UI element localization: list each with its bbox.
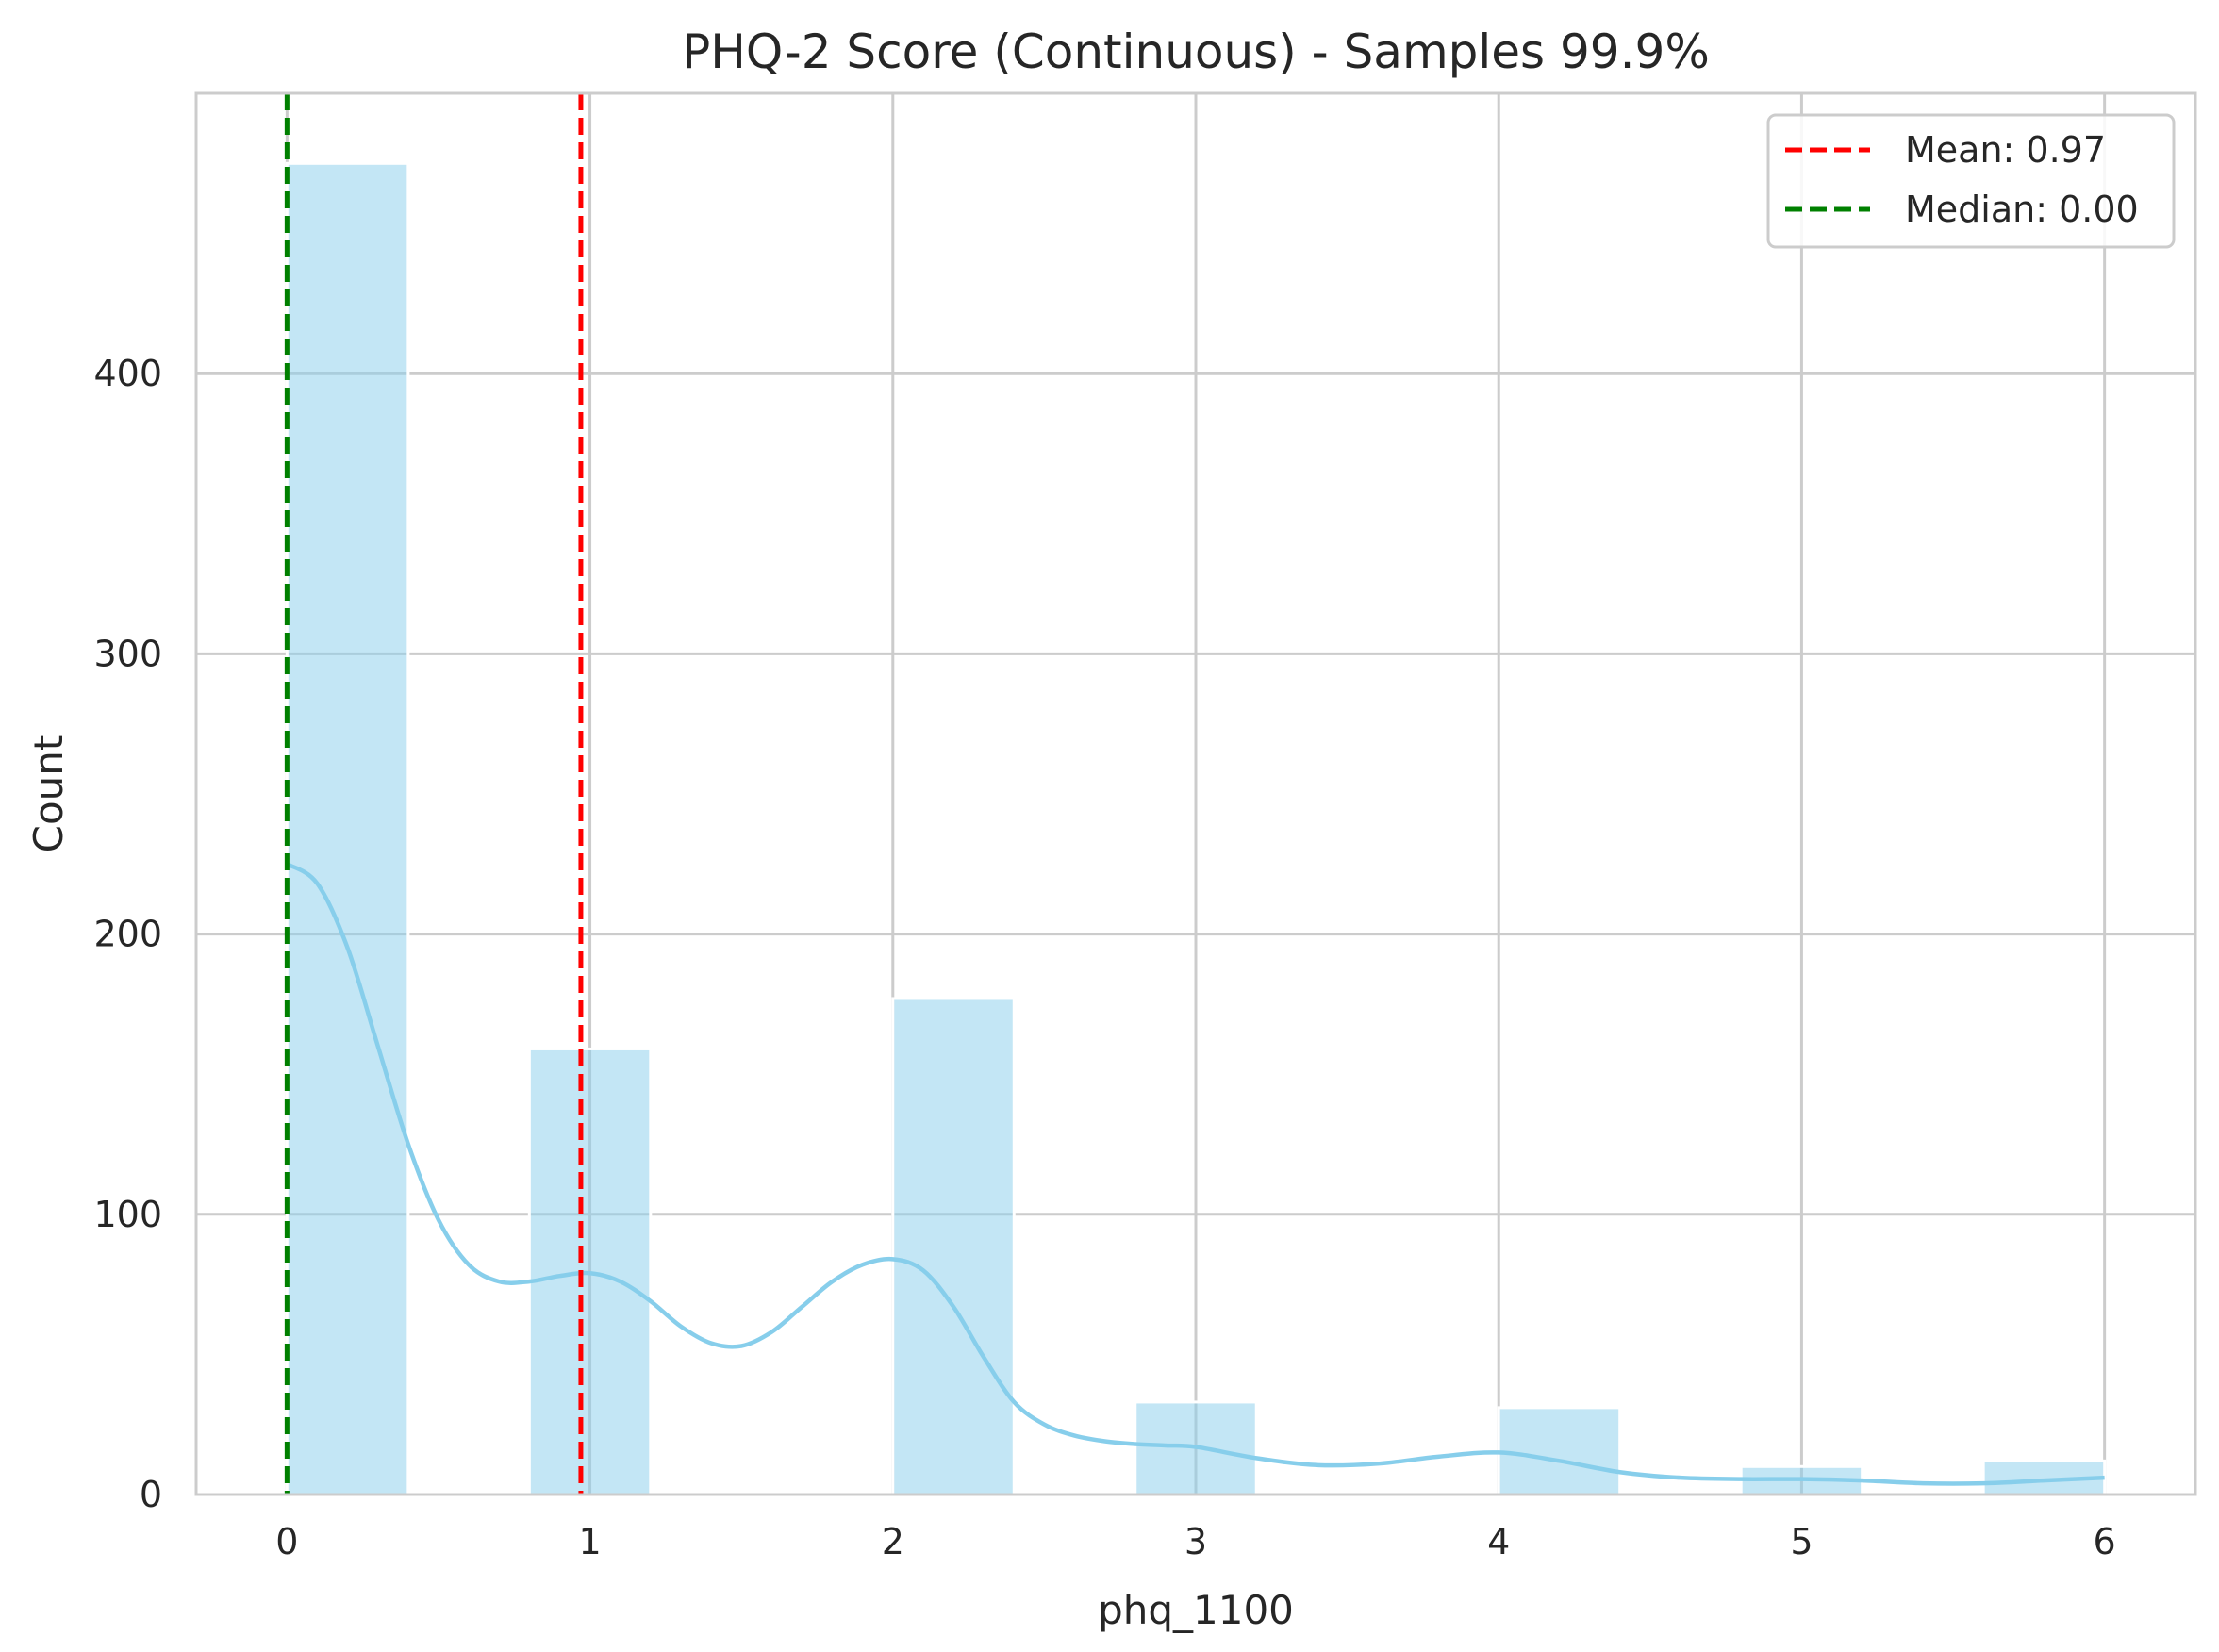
axes-frame — [194, 91, 2197, 1496]
histogram-bars — [285, 161, 2107, 1496]
y-tick-labels: 0 100 200 300 400 — [93, 353, 162, 1515]
y-tick-label: 0 — [140, 1474, 162, 1515]
histogram-bar — [891, 997, 1016, 1496]
legend-median-label: Median: 0.00 — [1905, 189, 2139, 230]
y-tick-label: 300 — [93, 633, 162, 674]
x-tick-labels: 0 1 2 3 4 5 6 — [275, 1521, 2115, 1562]
y-tick-label: 100 — [93, 1194, 162, 1235]
y-axis-label: Count — [25, 735, 72, 853]
x-axis-label: phq_1100 — [1098, 1587, 1294, 1633]
reference-lines — [284, 93, 584, 1495]
legend: Mean: 0.97 Median: 0.00 — [1766, 113, 2176, 249]
legend-mean-label: Mean: 0.97 — [1905, 129, 2106, 171]
x-tick-label: 3 — [1184, 1521, 1207, 1562]
y-tick-label: 400 — [93, 353, 162, 394]
x-tick-label: 1 — [578, 1521, 601, 1562]
x-tick-label: 2 — [882, 1521, 904, 1562]
chart-title: PHQ-2 Score (Continuous) - Samples 99.9% — [682, 25, 1710, 79]
x-tick-label: 0 — [275, 1521, 298, 1562]
histogram-bar — [1497, 1406, 1622, 1496]
x-tick-label: 4 — [1487, 1521, 1510, 1562]
x-tick-label: 6 — [2094, 1521, 2116, 1562]
x-tick-label: 5 — [1790, 1521, 1813, 1562]
histogram-bar — [285, 161, 410, 1496]
kde-curve — [286, 862, 2105, 1486]
y-tick-label: 200 — [93, 914, 162, 955]
kde-curve-layer — [286, 862, 2105, 1486]
